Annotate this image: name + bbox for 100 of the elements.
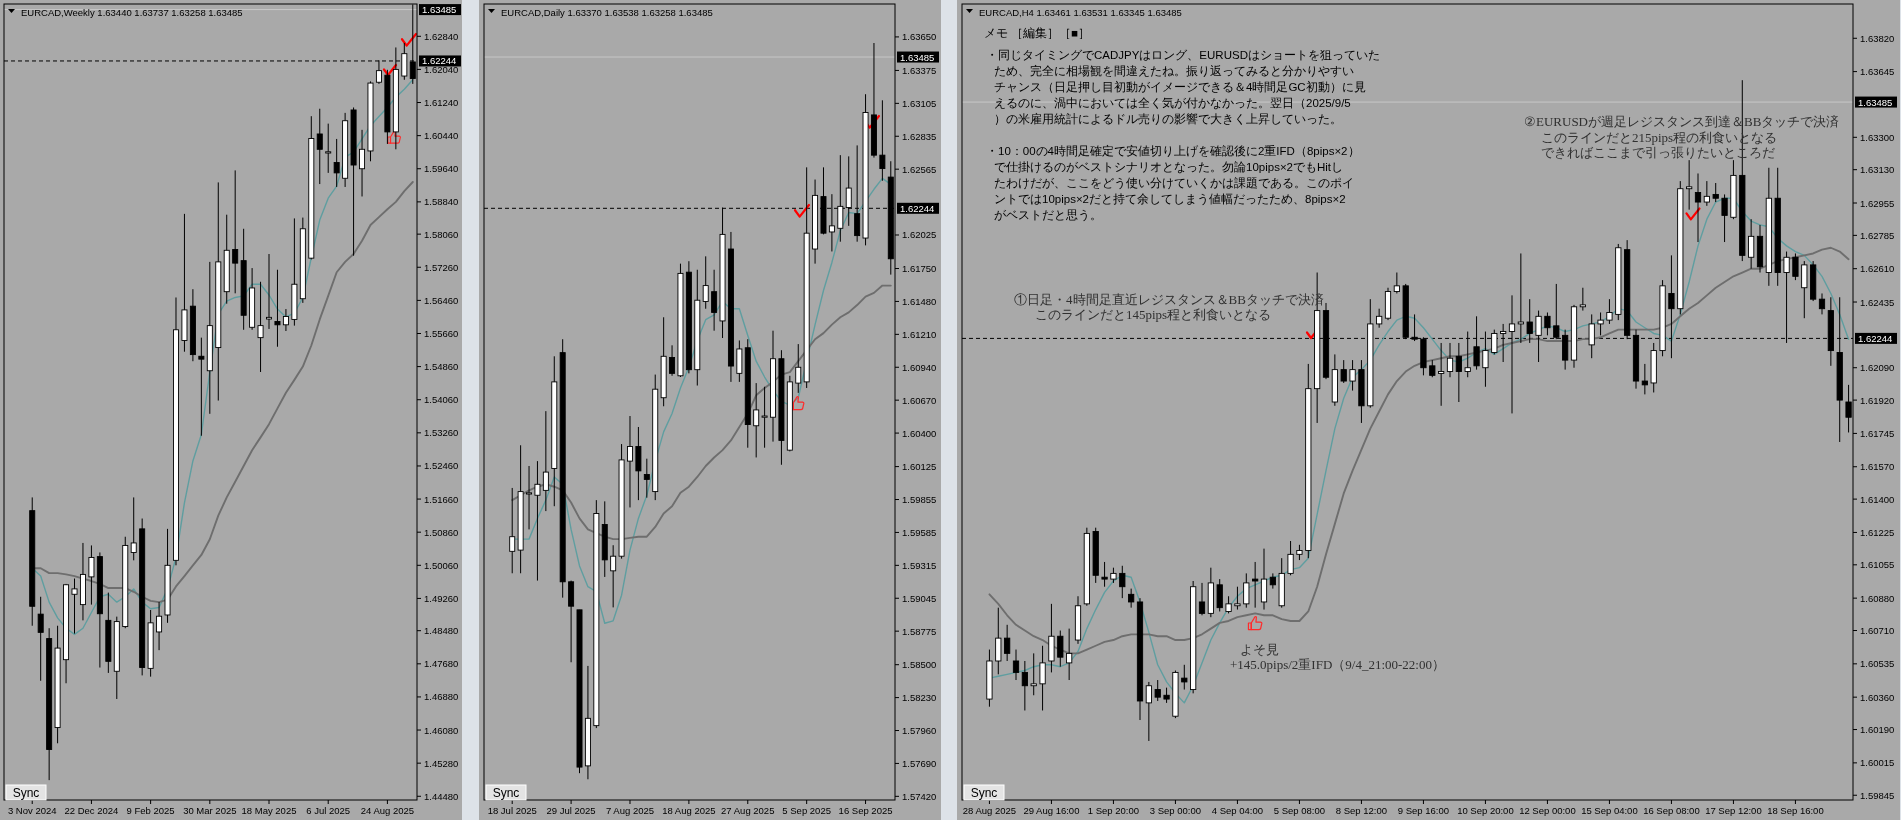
candlestick bbox=[1606, 298, 1613, 325]
candlestick bbox=[1128, 588, 1135, 609]
y-tick-label: 1.59585 bbox=[902, 526, 937, 538]
y-tick-label: 1.63375 bbox=[902, 64, 937, 76]
y-tick-label: 1.54860 bbox=[424, 361, 459, 373]
y-tick-label: 1.63650 bbox=[902, 31, 937, 43]
candlestick bbox=[1119, 565, 1126, 599]
y-tick-label: 1.62090 bbox=[1860, 362, 1895, 374]
y-tick-label: 1.56460 bbox=[424, 294, 459, 306]
candlestick bbox=[1393, 272, 1400, 294]
ref-line-label: 1.63485 bbox=[900, 51, 935, 63]
annotation: +145.0pips/2重IFD（9/4_21:00-22:00） bbox=[1230, 657, 1445, 672]
x-tick-label: 12 Sep 00:00 bbox=[1519, 804, 1576, 816]
candlestick bbox=[1579, 287, 1586, 312]
candlestick bbox=[1801, 260, 1808, 319]
candlestick bbox=[71, 578, 78, 635]
candlestick bbox=[702, 255, 709, 310]
x-tick-label: 5 Sep 08:00 bbox=[1273, 804, 1326, 816]
ref-line-label: 1.62244 bbox=[1858, 332, 1893, 344]
candlestick bbox=[1703, 180, 1710, 207]
y-tick-label: 1.61750 bbox=[902, 263, 937, 275]
candlestick bbox=[232, 169, 239, 294]
candlestick bbox=[37, 596, 44, 682]
y-tick-label: 1.60015 bbox=[1860, 757, 1895, 769]
candlestick bbox=[1269, 572, 1276, 590]
y-tick-label: 1.59640 bbox=[424, 163, 459, 175]
candlestick bbox=[669, 344, 676, 377]
candlestick bbox=[627, 415, 633, 508]
candlestick bbox=[1686, 159, 1693, 211]
candlestick bbox=[1721, 193, 1728, 243]
candlestick bbox=[1039, 645, 1046, 711]
candlestick bbox=[526, 465, 533, 530]
y-tick-label: 1.58060 bbox=[424, 228, 459, 240]
x-tick-label: 4 Sep 04:00 bbox=[1211, 804, 1264, 816]
candlestick bbox=[1641, 363, 1648, 395]
y-tick-label: 1.61055 bbox=[1860, 559, 1895, 571]
y-tick-label: 1.60360 bbox=[1860, 691, 1895, 703]
candlestick bbox=[879, 99, 886, 182]
y-tick-label: 1.45280 bbox=[424, 757, 459, 769]
candlestick bbox=[1597, 312, 1604, 336]
x-tick-label: 18 Jul 2025 bbox=[487, 804, 537, 816]
x-tick-label: 18 May 2025 bbox=[241, 804, 297, 816]
candlestick bbox=[1588, 313, 1595, 359]
y-tick-label: 1.62840 bbox=[424, 30, 459, 42]
candlestick bbox=[1004, 624, 1011, 662]
x-tick-label: 29 Aug 16:00 bbox=[1023, 804, 1080, 816]
annotation: ・10：00の4時間足確定で安値切り上げを確認後に2重IFD（8pips×2）で仕掛けるのがベストシナリオとなった。勿論10pips×2でもHitしたわけだが、ここをどう使い分けていくかは課題である。このポイントでは10pips×2だと持て余してしまう値幅だったため、8pips×2がベストだと思う。 bbox=[986, 144, 1360, 222]
candlestick bbox=[1694, 172, 1702, 243]
y-tick-label: 1.57690 bbox=[902, 757, 937, 769]
x-tick-label: 15 Sep 04:00 bbox=[1581, 804, 1638, 816]
y-tick-label: 1.58500 bbox=[902, 659, 937, 671]
candlestick bbox=[509, 487, 516, 574]
y-tick-label: 1.61400 bbox=[1860, 493, 1895, 505]
candlestick bbox=[1287, 540, 1294, 576]
y-tick-label: 1.57260 bbox=[424, 261, 459, 273]
y-tick-label: 1.61570 bbox=[1860, 461, 1895, 473]
x-tick-label: 3 Sep 00:00 bbox=[1149, 804, 1202, 816]
candlestick bbox=[266, 253, 272, 330]
y-tick-label: 1.50860 bbox=[424, 526, 459, 538]
x-tick-label: 18 Aug 2025 bbox=[662, 804, 716, 816]
candlestick bbox=[316, 108, 323, 185]
y-tick-label: 1.60710 bbox=[1860, 625, 1895, 637]
candlestick bbox=[359, 129, 366, 197]
y-tick-label: 1.61480 bbox=[902, 295, 937, 307]
y-tick-label: 1.60880 bbox=[1860, 592, 1895, 604]
y-tick-label: 1.51660 bbox=[424, 493, 459, 505]
candlestick bbox=[1818, 292, 1826, 315]
y-tick-label: 1.57960 bbox=[902, 725, 937, 737]
candlestick bbox=[542, 410, 549, 512]
y-tick-label: 1.61210 bbox=[902, 328, 937, 340]
y-tick-label: 1.60190 bbox=[1860, 724, 1895, 736]
y-tick-label: 1.61745 bbox=[1860, 427, 1895, 439]
annotation: よそ見 bbox=[1240, 642, 1279, 657]
candlestick bbox=[795, 343, 802, 394]
y-tick-label: 1.60535 bbox=[1860, 658, 1895, 670]
x-tick-label: 28 Aug 2025 bbox=[962, 804, 1017, 816]
chart-title: EURCAD,Daily 1.63370 1.63538 1.63258 1.63485 bbox=[501, 6, 713, 18]
y-tick-label: 1.54060 bbox=[424, 394, 459, 406]
candlestick bbox=[198, 337, 205, 437]
x-tick-label: 29 Jul 2025 bbox=[546, 804, 596, 816]
candlestick bbox=[1792, 252, 1799, 281]
y-tick-label: 1.49260 bbox=[424, 592, 459, 604]
y-tick-label: 1.62835 bbox=[902, 130, 937, 142]
y-tick-label: 1.60940 bbox=[902, 361, 937, 373]
candlestick bbox=[1066, 628, 1073, 681]
candlestick bbox=[282, 308, 289, 332]
y-tick-label: 1.50060 bbox=[424, 559, 459, 571]
chart-title: EURCAD,H4 1.63461 1.63531 1.63345 1.63485 bbox=[979, 6, 1182, 18]
y-tick-label: 1.62955 bbox=[1860, 197, 1895, 209]
y-tick-label: 1.59045 bbox=[902, 592, 937, 604]
candlestick bbox=[156, 601, 163, 651]
candlestick bbox=[274, 269, 281, 348]
candlestick bbox=[1198, 582, 1206, 616]
candlestick bbox=[711, 269, 718, 332]
candlestick bbox=[761, 386, 768, 449]
y-tick-label: 1.61225 bbox=[1860, 526, 1895, 538]
x-tick-label: 7 Aug 2025 bbox=[605, 804, 655, 816]
candlestick bbox=[534, 460, 541, 582]
x-tick-label: 22 Dec 2024 bbox=[64, 804, 119, 816]
x-tick-label: 18 Sep 16:00 bbox=[1767, 804, 1824, 816]
